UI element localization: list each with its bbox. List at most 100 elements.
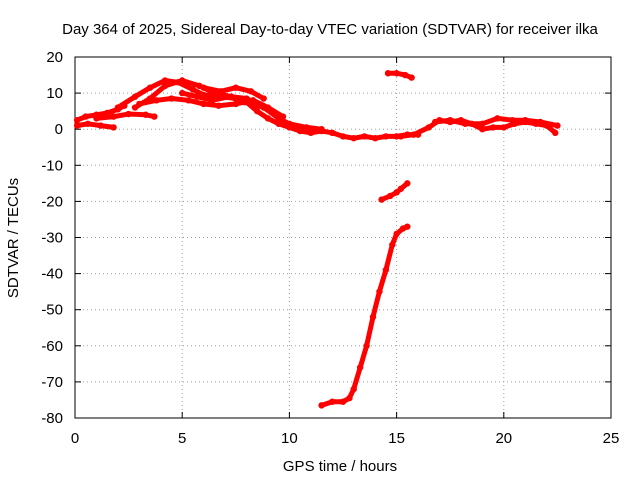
data-point: [153, 97, 160, 104]
data-point: [125, 110, 132, 118]
data-point: [303, 124, 310, 131]
data-point: [269, 107, 276, 115]
data-point: [217, 88, 224, 95]
data-point: [296, 127, 304, 135]
series-track-m: [385, 70, 415, 81]
data-point: [200, 100, 207, 108]
x-tick-label: 25: [603, 430, 620, 447]
data-point: [479, 120, 486, 127]
data-point: [185, 97, 192, 104]
data-point: [200, 84, 207, 91]
data-point: [382, 266, 390, 274]
data-point: [136, 100, 143, 108]
data-point: [393, 70, 400, 77]
data-point: [260, 95, 267, 102]
data-point: [410, 131, 417, 138]
data-point: [361, 133, 368, 140]
x-tick-label: 10: [281, 430, 298, 447]
data-point: [110, 124, 117, 131]
data-point: [232, 100, 239, 108]
data-point: [350, 385, 357, 393]
data-point: [73, 122, 81, 129]
data-point: [264, 115, 272, 122]
data-point: [401, 71, 409, 79]
data-point: [103, 109, 111, 117]
series-track-k: [319, 224, 410, 408]
data-point: [522, 116, 529, 124]
data-point: [397, 185, 405, 192]
data-point: [386, 192, 394, 200]
chart-title: Day 364 of 2025, Sidereal Day-to-day VTE…: [62, 21, 598, 38]
data-point: [241, 98, 248, 106]
data-point: [329, 129, 336, 137]
data-point: [384, 70, 392, 77]
data-point: [179, 77, 186, 84]
data-point: [256, 102, 263, 109]
data-point: [404, 223, 411, 230]
data-point: [131, 104, 139, 111]
data-point: [494, 115, 501, 122]
data-point: [509, 116, 516, 124]
data-point: [397, 133, 405, 140]
data-point: [318, 126, 325, 133]
data-point: [146, 84, 154, 91]
data-point: [307, 129, 315, 137]
data-point: [489, 124, 497, 131]
data-point: [378, 196, 385, 203]
x-tick-label: 20: [495, 430, 512, 447]
data-point: [479, 126, 486, 133]
data-point: [161, 77, 169, 84]
data-point: [363, 342, 370, 349]
data-point: [84, 120, 92, 127]
axis-ticks: 0 5 10 15 20 25 20 10 0 -10 -20 -30 -40 -50 -60 -70 -80: [41, 49, 619, 447]
data-point: [356, 364, 364, 371]
series-track-b: [74, 121, 117, 130]
data-point: [350, 135, 357, 142]
data-point: [404, 180, 411, 187]
grid: [75, 57, 611, 418]
data-point: [329, 398, 336, 405]
data-point: [382, 133, 390, 140]
data-point: [131, 93, 139, 100]
y-axis-label: SDTVAR / TECUs: [5, 178, 22, 298]
x-tick-label: 0: [71, 430, 79, 447]
data-point: [537, 118, 544, 126]
data-point: [447, 116, 454, 124]
y-tick-label: -80: [41, 410, 63, 427]
data-point: [552, 129, 559, 137]
y-tick-label: -10: [41, 157, 63, 174]
y-tick-label: 0: [55, 121, 63, 138]
data-point: [254, 107, 261, 115]
data-point: [339, 398, 347, 405]
data-point: [73, 116, 81, 124]
data-point: [500, 124, 507, 131]
data-point: [462, 120, 469, 127]
data-point: [209, 97, 216, 104]
data-point: [286, 120, 293, 127]
data-point: [279, 113, 287, 120]
data-point: [110, 113, 117, 120]
data-point: [194, 93, 201, 100]
data-point: [168, 95, 175, 102]
data-point: [247, 88, 255, 95]
data-series: [73, 70, 561, 409]
data-point: [431, 118, 439, 126]
data-point: [408, 74, 415, 81]
y-tick-label: -60: [41, 338, 63, 355]
data-point: [425, 124, 432, 131]
y-tick-label: -40: [41, 266, 63, 283]
y-tick-label: -50: [41, 302, 63, 319]
data-point: [275, 120, 282, 127]
data-point: [371, 135, 379, 142]
data-point: [189, 86, 197, 93]
x-tick-label: 15: [388, 430, 405, 447]
data-point: [393, 189, 400, 196]
y-tick-label: -70: [41, 374, 63, 391]
data-point: [142, 111, 149, 118]
x-axis-label: GPS time / hours: [283, 458, 397, 475]
y-tick-label: 10: [46, 85, 63, 102]
data-point: [114, 104, 122, 111]
x-tick-label: 5: [178, 430, 186, 447]
data-point: [346, 394, 353, 402]
